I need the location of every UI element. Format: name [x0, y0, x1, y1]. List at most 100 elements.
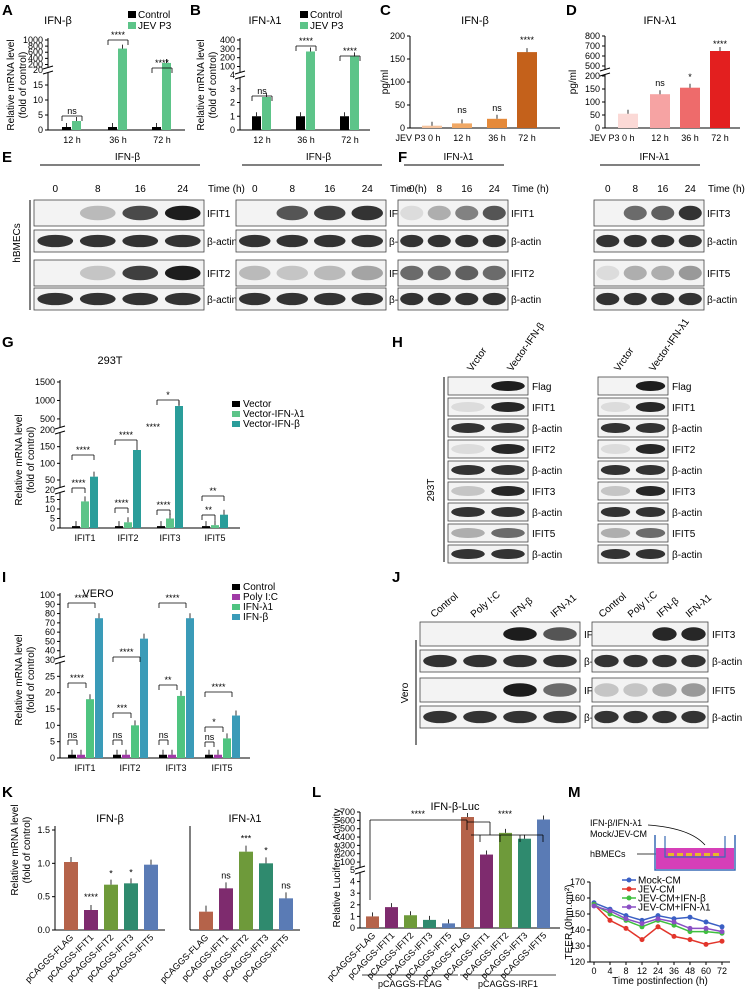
B-y-tick-label: 1	[230, 111, 235, 121]
panel-M-diagram-cells	[704, 853, 710, 856]
panel-H-blot-band	[600, 527, 631, 539]
D-axis-break	[601, 69, 609, 75]
B-y-tick-label: 0	[230, 125, 235, 135]
panel-F-blot-band	[427, 205, 451, 221]
panel-I-sig-label: ****	[165, 593, 180, 603]
panel-label-M: M	[568, 784, 581, 801]
panel-M-point	[671, 919, 677, 925]
G-y-tick-label: 200	[40, 425, 55, 435]
panel-I-y-label: Relative mRNA level	[14, 634, 25, 725]
panel-label-G: G	[2, 334, 14, 351]
panel-M-point	[639, 937, 645, 943]
panel-E-blot-label: β-actin	[207, 295, 237, 306]
panel-H-blot-frame	[447, 460, 529, 480]
panel-G-bar	[157, 526, 165, 528]
A-y-tick-label: 200	[28, 59, 43, 69]
D-y-tick-label: 200	[585, 71, 600, 81]
panel-H-blot-band	[635, 527, 666, 539]
panel-C-sig: ns	[492, 103, 502, 113]
panel-K-bar	[259, 863, 273, 930]
D-y-tick-label: 100	[585, 97, 600, 107]
panel-A-bar	[62, 127, 71, 130]
panel-D-x-label: 36 h	[681, 133, 699, 143]
panel-C-x-label: 36 h	[488, 133, 506, 143]
panel-A-bar	[108, 127, 117, 130]
A-y-tick-label: 400	[28, 53, 43, 63]
panel-M-diagram-cells	[677, 853, 683, 856]
panel-E-time-label: 24	[177, 184, 189, 195]
panel-M-point	[719, 929, 725, 935]
panel-B-legend-swatch	[300, 11, 308, 18]
panel-E-blot-frame	[235, 287, 387, 311]
panel-G-bar	[220, 514, 228, 528]
panel-J-lane-label: IFN-λ1	[549, 592, 579, 620]
panel-E-blot-band	[79, 205, 116, 221]
panel-H-blot-band	[451, 443, 485, 455]
panel-D-x-label: 72 h	[711, 133, 729, 143]
panel-L-title: IFN-β-Luc	[430, 801, 480, 813]
panel-E-blot-band	[37, 292, 74, 306]
B-axis-break-mark	[234, 75, 246, 80]
C-y-tick-label: 200	[390, 31, 405, 41]
panel-I-bar	[223, 738, 231, 758]
D-y-tick-label: 800	[585, 31, 600, 41]
panel-M-diagram-cells	[668, 853, 674, 856]
panel-H-blot-frame	[447, 502, 529, 522]
panel-J-blot-strip	[592, 678, 708, 702]
panel-F-blot-label: IFIT3	[707, 209, 731, 220]
G-y-tick-label: 20	[45, 485, 55, 495]
panel-L-bar	[404, 915, 417, 928]
panel-E-blot-band	[79, 234, 116, 248]
panel-I-sig-label: **	[164, 675, 172, 685]
panel-H-blot-band	[600, 443, 631, 455]
panel-C-title: IFN-β	[461, 15, 489, 27]
panel-B-bar	[306, 51, 315, 130]
B-y-tick-label: 400	[220, 35, 235, 45]
panel-F-blot-label: β-actin	[707, 237, 737, 248]
M-y-tick-label: 130	[570, 941, 585, 951]
panel-C-bar	[487, 118, 507, 128]
L-y-tick-label: 700	[340, 807, 355, 817]
panel-B-y-label: (fold of control)	[208, 52, 219, 119]
panel-F-blot-label: β-actin	[707, 295, 737, 306]
K-y-tick-label: 0.0	[37, 925, 50, 935]
G-axis-break-mark	[54, 485, 66, 490]
panel-J-lane-label: IFN-β	[655, 596, 682, 621]
panel-M-point	[703, 941, 709, 947]
panel-J-blot-frame	[591, 705, 709, 729]
panel-E-time-label: 8	[95, 184, 101, 195]
panel-H-blot-band	[491, 527, 525, 539]
panel-J-lane-label: Control	[597, 591, 629, 620]
panel-I-x-label: IFIT2	[119, 763, 140, 773]
panel-H-blot-label: Flag	[672, 382, 691, 393]
panel-J-blot-band	[681, 683, 706, 697]
panel-C-bar	[422, 125, 442, 128]
panel-H-blot-band	[635, 464, 666, 476]
panel-L-bar	[366, 916, 379, 928]
panel-I-legend-swatch	[232, 604, 240, 610]
panel-M-diagram-label: IFN-β/IFN-λ1	[590, 818, 642, 828]
panel-H-blot-band	[451, 506, 485, 518]
panel-K-sig: *	[129, 867, 133, 877]
I-y-tick-label: 90	[45, 599, 55, 609]
panel-G-sig-label: **	[209, 486, 217, 496]
panel-I-bar	[86, 699, 94, 758]
panel-M-x-tick-label: 0	[591, 966, 596, 976]
panel-H-blot-label: IFIT5	[672, 529, 696, 540]
panel-H-blot-label: β-actin	[532, 466, 562, 477]
panel-H-blot-band	[635, 443, 666, 455]
panel-M-point	[719, 938, 725, 944]
panel-I-bar	[159, 754, 167, 758]
panel-E-blot-band	[314, 265, 346, 281]
panel-E-blot-band	[122, 234, 159, 248]
panel-H-blot-label: IFIT2	[672, 445, 696, 456]
panel-E-time-unit: Time (h)	[208, 184, 245, 195]
panel-B-y-label: Relative mRNA level	[196, 39, 207, 130]
K-y-tick-label: 1.5	[37, 825, 50, 835]
panel-M-point	[687, 914, 693, 920]
L-axis-break-mark	[354, 865, 366, 870]
panel-K-bar	[199, 911, 213, 930]
panel-B-sig-label: ns	[257, 86, 267, 96]
L-y-tick-label: 5	[350, 865, 355, 875]
panel-E-time-label: 16	[135, 184, 147, 195]
